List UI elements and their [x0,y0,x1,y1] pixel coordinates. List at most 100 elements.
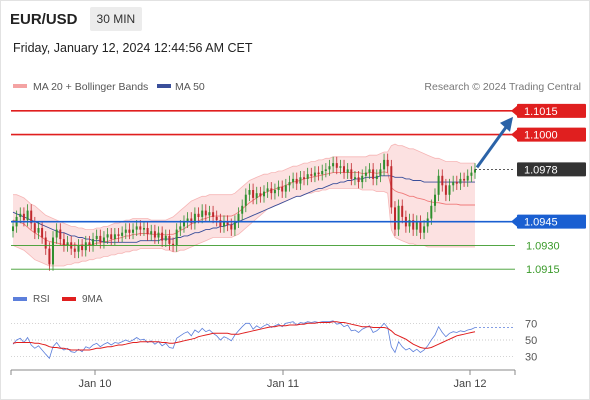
candle-body [117,234,120,236]
candle-body [430,205,433,219]
candle-body [55,229,58,238]
candle-body [66,242,69,246]
candle-body [37,228,40,233]
rsi-tick-label: 30 [525,352,537,364]
candle-body [459,178,462,184]
candle-body [237,213,240,222]
candle-body [172,243,175,246]
candle-body [59,229,62,240]
candle-body [81,245,84,251]
candle-body [139,226,142,230]
candle-body [215,216,218,221]
x-axis-tick-label: Jan 10 [78,378,111,390]
candle-body [132,229,134,233]
candle-body [106,234,109,238]
symbol-label[interactable]: EUR/USD [10,10,78,28]
candle-body [299,177,302,184]
ma20-legend-swatch [13,84,27,88]
candle-body [361,175,364,183]
candle-body [375,175,378,179]
candle-body [266,188,269,192]
ma50-legend-swatch [157,84,171,88]
interval-button[interactable]: 30 MIN [89,7,143,31]
resistance-tag [517,103,586,118]
current-price-label: 1.0978 [524,164,558,176]
chart-datetime: Friday, January 12, 2024 12:44:56 AM CET [13,41,253,55]
candle-body [193,213,196,224]
candle-body [346,169,349,173]
candle-body [463,178,466,181]
rsi-ma-legend-swatch [62,297,76,301]
resistance-label: 1.1015 [524,106,558,118]
candle-body [223,221,225,227]
candle-body [328,166,331,170]
candle-body [121,232,124,236]
resistance-tag-pointer [511,105,517,116]
candle-body [255,193,258,198]
ma50-legend-label: MA 50 [175,81,205,93]
candle-body [284,185,287,192]
candle-body [143,228,145,230]
candle-body [292,178,295,183]
candle-body [26,210,29,221]
candle-body [259,193,262,197]
candle-body [281,186,284,192]
candle-body [175,229,178,246]
bb-lower-line [12,187,475,267]
support-label: 1.0945 [524,217,558,229]
candle-body [379,169,382,176]
rsi-plot-area: 70 50 30 [11,318,537,364]
candle-body [19,213,22,217]
candle-body [474,169,476,173]
candle-body [277,186,280,190]
target-label: 1.0930 [526,240,560,252]
rsi-ma-legend-label: 9MA [82,294,103,305]
candle-body [164,235,167,241]
chart-header: EUR/USD 30 MIN [6,7,143,31]
candle-body [408,220,411,227]
candle-body [95,235,98,240]
rsi-tick-label: 50 [525,335,537,347]
candle-body [219,220,222,227]
candle-body [161,232,164,241]
support-tag-pointer [511,216,517,227]
candle-body [84,242,87,251]
rsi-line [12,320,476,360]
candle-body [455,182,458,184]
candle-body [397,205,400,230]
candle-body [52,237,54,265]
candle-body [179,226,182,230]
candle-body [157,232,160,238]
candle-body [288,182,291,186]
bb-upper-line [13,143,475,231]
candle-body [226,221,229,225]
rsi-legend-swatch [13,297,27,301]
candle-body [135,226,138,230]
candle-body [470,172,473,176]
candle-body [244,194,247,206]
resistance-label: 1.1000 [524,130,558,142]
candle-body [48,248,51,265]
candle-body [390,166,393,208]
candle-body [102,237,105,243]
x-axis-tick-label: Jan 12 [453,378,486,390]
candle-body [44,237,47,249]
candle-body [324,169,327,171]
candle-body [321,171,324,175]
candle-body [441,175,444,186]
candle-body [386,159,389,167]
candle-body [62,239,65,246]
candle-body [419,221,422,233]
price-plot-area [12,143,476,271]
candle-body [434,194,436,206]
candle-body [92,239,94,246]
candle-body [412,220,415,230]
candle-body [313,172,316,176]
ma50-line [12,175,475,243]
candle-body [452,182,455,186]
rsi-ma-line [12,321,476,351]
candle-body [113,234,116,239]
candle-body [201,210,204,217]
resistance-tag [517,127,586,142]
candle-body [306,174,309,179]
